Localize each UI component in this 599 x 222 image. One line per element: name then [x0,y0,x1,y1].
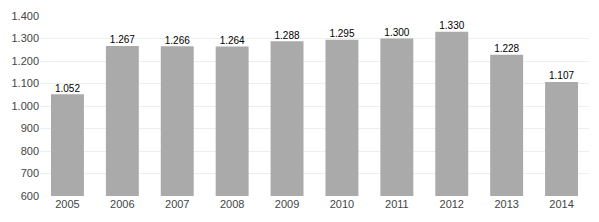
svg-text:1.100: 1.100 [11,77,39,89]
svg-text:1.400: 1.400 [11,10,39,22]
svg-text:2008: 2008 [220,198,244,210]
svg-text:1.264: 1.264 [220,35,245,46]
svg-text:2011: 2011 [385,198,409,210]
svg-text:2010: 2010 [330,198,354,210]
svg-text:2013: 2013 [494,198,518,210]
svg-text:1.000: 1.000 [11,100,39,112]
svg-text:2007: 2007 [165,198,189,210]
svg-text:1.330: 1.330 [439,20,464,31]
svg-text:600: 600 [21,190,39,202]
svg-text:2005: 2005 [55,198,79,210]
svg-text:1.267: 1.267 [110,34,135,45]
svg-text:2014: 2014 [549,198,573,210]
svg-text:1.295: 1.295 [329,28,354,39]
svg-text:1.107: 1.107 [549,70,574,81]
svg-text:1.228: 1.228 [494,43,519,54]
svg-text:1.052: 1.052 [55,83,80,94]
svg-text:1.300: 1.300 [11,32,39,44]
svg-text:2012: 2012 [440,198,464,210]
svg-text:1.200: 1.200 [11,55,39,67]
svg-text:1.288: 1.288 [275,30,300,41]
svg-text:2009: 2009 [275,198,299,210]
svg-text:800: 800 [21,145,39,157]
svg-text:2006: 2006 [110,198,134,210]
svg-text:1.300: 1.300 [384,27,409,38]
svg-text:900: 900 [21,122,39,134]
svg-text:700: 700 [21,167,39,179]
svg-text:1.266: 1.266 [165,35,190,46]
